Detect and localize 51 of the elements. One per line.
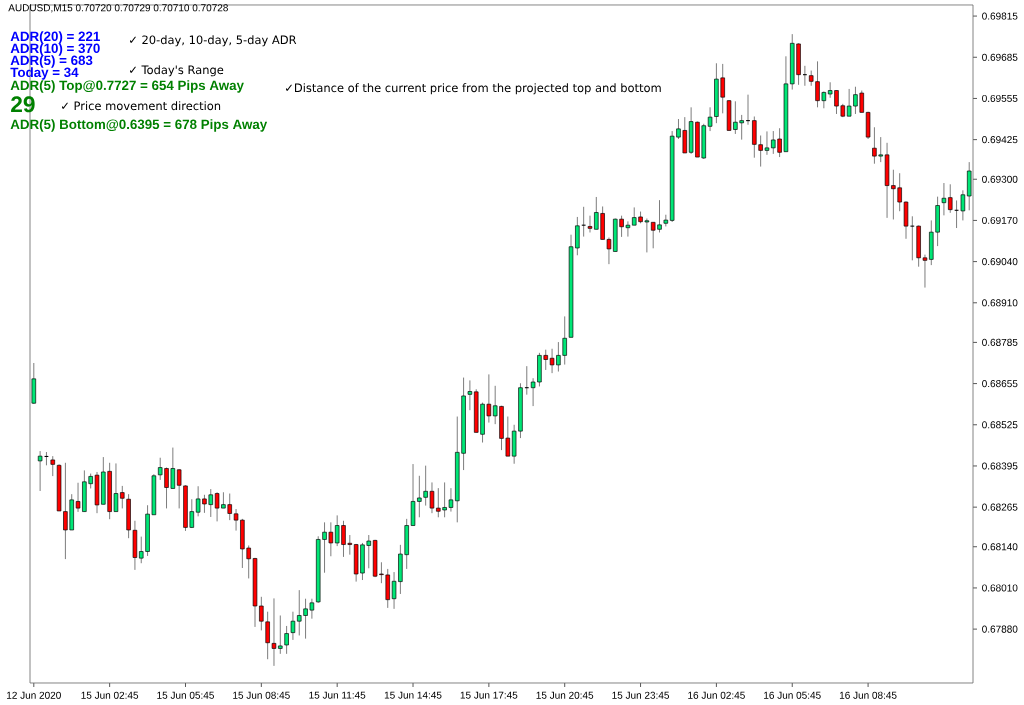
candlestick — [467, 379, 473, 411]
candlestick — [941, 182, 947, 216]
candlestick — [960, 189, 966, 221]
y-tick-label: 0.68265 — [982, 503, 1018, 511]
y-tick-label: 0.68655 — [982, 380, 1018, 388]
x-tick-label: 16 Jun 02:45 — [688, 691, 745, 699]
annotation: ADR(5) Bottom@0.6395 = 678 Pips Away — [10, 119, 268, 132]
annotation: 29 — [11, 96, 35, 113]
y-tick-label: 0.68910 — [982, 299, 1018, 307]
annotation: ✓Distance of the current price from the projected top and bottom — [285, 83, 661, 95]
x-tick-label: 15 Jun 17:45 — [460, 691, 518, 699]
candlestick — [524, 365, 530, 396]
y-tick-label: 0.67880 — [982, 625, 1018, 633]
annotation: ✓ 20-day, 10-day, 5-day ADR — [129, 35, 297, 47]
candlestick — [290, 611, 296, 641]
y-tick-label: 0.69300 — [982, 175, 1018, 183]
candlestick — [745, 94, 751, 126]
y-tick-label: 0.69040 — [982, 258, 1018, 266]
x-tick-label: 15 Jun 23:45 — [612, 691, 670, 699]
annotation: ADR(5) = 683 — [10, 55, 93, 68]
chart-title: AUDUSD,M15 0.70720 0.70729 0.70710 0.70728 — [8, 4, 228, 13]
annotation: ✓ Today's Range — [129, 65, 224, 77]
candlestick — [581, 206, 587, 238]
annotation: ✓ Price movement direction — [61, 101, 221, 111]
x-tick-label: 15 Jun 08:45 — [233, 691, 290, 699]
y-tick-label: 0.68010 — [982, 584, 1018, 592]
x-tick-label: 15 Jun 11:45 — [309, 691, 366, 699]
x-tick-label: 16 Jun 08:45 — [839, 691, 897, 699]
y-tick-label: 0.69170 — [982, 216, 1018, 224]
annotation: ADR(20) = 221 — [10, 31, 100, 44]
y-tick-label: 0.69815 — [982, 12, 1018, 20]
x-tick-label: 15 Jun 14:45 — [384, 691, 442, 699]
x-tick-label: 12 Jun 2020 — [7, 691, 61, 699]
x-tick-label: 16 Jun 05:45 — [764, 691, 821, 699]
annotation: ADR(10) = 370 — [10, 43, 100, 56]
annotation: ADR(5) Top@0.7727 = 654 Pips Away — [10, 80, 244, 93]
annotation: Today = 34 — [10, 67, 79, 80]
y-tick-label: 0.68395 — [982, 462, 1018, 470]
candlestick — [50, 455, 55, 477]
y-tick-label: 0.68525 — [982, 421, 1018, 429]
y-tick-label: 0.68785 — [982, 338, 1018, 346]
y-tick-label: 0.69425 — [982, 136, 1018, 144]
x-tick-label: 15 Jun 20:45 — [536, 691, 594, 699]
y-tick-label: 0.68140 — [982, 543, 1018, 551]
candlestick — [948, 183, 953, 214]
candlestick — [802, 65, 808, 87]
candlestick — [37, 450, 43, 492]
x-tick-label: 15 Jun 05:45 — [157, 691, 214, 699]
y-tick-label: 0.69555 — [982, 94, 1018, 102]
x-tick-label: 15 Jun 02:45 — [81, 691, 139, 699]
y-tick-label: 0.69685 — [982, 53, 1018, 61]
